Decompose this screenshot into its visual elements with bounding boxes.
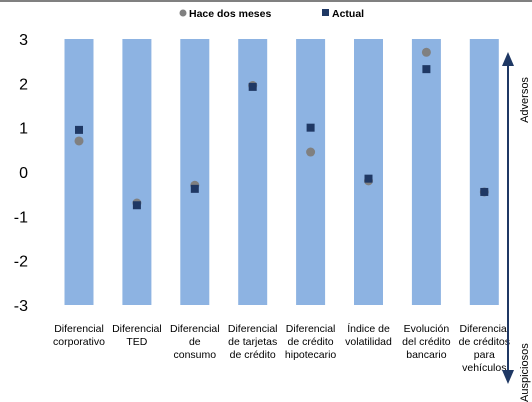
- range-bar-5: [354, 39, 383, 305]
- point-hace-dos-meses-6: [421, 47, 431, 57]
- category-labels: Diferencial corporativo Diferencial TED Dife…: [53, 322, 510, 374]
- y-tick-label: 0: [19, 165, 28, 182]
- y-tick-label: -3: [14, 298, 28, 315]
- point-actual-4: [306, 123, 315, 132]
- data-points: [74, 47, 489, 210]
- point-hace-dos-meses-0: [74, 136, 84, 146]
- legend-marker-actual: [322, 9, 329, 16]
- range-bar-2: [180, 39, 210, 305]
- legend-label-actual: Actual: [332, 8, 364, 20]
- range-bar-4: [296, 39, 326, 305]
- point-actual-6: [422, 65, 431, 74]
- x-category-label-0: Diferencial corporativo: [53, 323, 105, 348]
- x-category-label-1: Diferencial TED: [112, 323, 162, 348]
- point-actual-3: [248, 82, 257, 91]
- legend: Hace dos meses Actual: [179, 8, 364, 20]
- y-tick-label: -2: [14, 254, 28, 271]
- legend-label-hace-dos-meses: Hace dos meses: [189, 8, 271, 20]
- y-axis-tick-labels: 3 2 1 0 -1 -2 -3: [14, 32, 28, 315]
- x-category-label-6: Evolución del crédito bancario: [402, 323, 451, 361]
- legend-marker-hace-dos-meses: [179, 9, 187, 17]
- side-label-adversos: Adversos: [519, 77, 531, 123]
- x-category-label-5: Índice de volatilidad: [345, 322, 392, 348]
- range-bar-6: [411, 39, 441, 305]
- point-actual-5: [364, 174, 373, 183]
- range-bar-0: [64, 39, 94, 305]
- range-bar-1: [122, 39, 152, 305]
- point-actual-7: [480, 187, 489, 196]
- range-bar-3: [238, 39, 268, 305]
- x-category-label-4: Diferencial de crédito hipotecario: [285, 323, 337, 361]
- point-hace-dos-meses-4: [306, 147, 316, 157]
- range-bar-7: [469, 39, 499, 305]
- x-category-label-3: Diferencial de tarjetas de crédito: [228, 323, 278, 361]
- range-bars: [64, 39, 499, 305]
- side-label-auspiciosos: Auspiciosos: [519, 343, 531, 402]
- point-actual-1: [132, 201, 141, 210]
- y-tick-label: 2: [19, 76, 28, 93]
- x-category-label-2: Diferencial de consumo: [170, 323, 220, 361]
- y-tick-label: -1: [14, 209, 28, 226]
- x-category-label-7: Diferencial de créditos para vehículos: [459, 323, 510, 374]
- y-tick-label: 1: [19, 121, 28, 138]
- point-actual-2: [190, 184, 199, 193]
- direction-arrow: [502, 52, 514, 384]
- y-tick-label: 3: [19, 32, 28, 49]
- point-actual-0: [75, 125, 83, 134]
